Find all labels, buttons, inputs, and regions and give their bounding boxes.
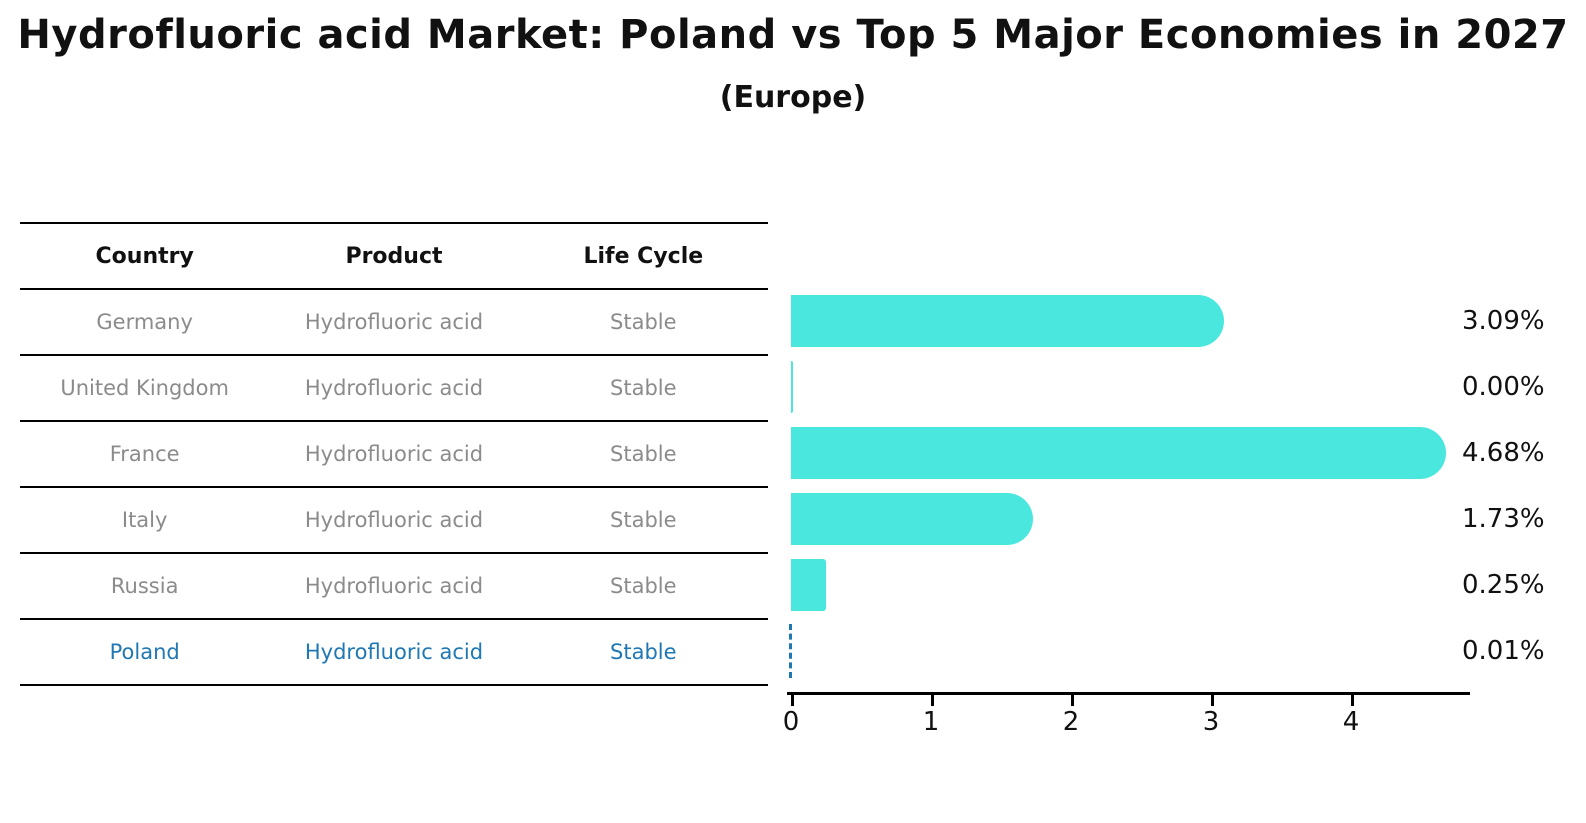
table-row-poland: Poland Hydrofluoric acid Stable (20, 620, 768, 686)
x-tick-label-3: 3 (1202, 707, 1220, 737)
cell-product: Hydrofluoric acid (304, 640, 484, 664)
cell-product: Hydrofluoric acid (304, 508, 484, 532)
x-tick-mark-4 (1351, 694, 1354, 706)
bar-russia (791, 559, 826, 611)
table-header-row: Country Product Life Cycle (20, 224, 768, 290)
bar-poland-dashed (789, 624, 792, 678)
column-header-country: Country (95, 243, 194, 269)
table-row-russia: Russia Hydrofluoric acid Stable (20, 554, 768, 620)
x-axis-line (787, 692, 1470, 695)
cell-life-cycle: Stable (610, 574, 677, 598)
x-tick-label-2: 2 (1062, 707, 1080, 737)
bar-germany (791, 295, 1224, 347)
cell-country: Russia (110, 574, 179, 598)
cell-life-cycle: Stable (610, 442, 677, 466)
x-tick-mark-1 (931, 694, 934, 706)
column-header-life-cycle: Life Cycle (583, 243, 704, 269)
comparison-table: Country Product Life Cycle Germany Hydrof… (20, 222, 768, 686)
cell-country: Italy (121, 508, 168, 532)
cell-country: United Kingdom (60, 376, 229, 400)
bar-italy (791, 493, 1033, 545)
cell-product: Hydrofluoric acid (304, 310, 484, 334)
cell-product: Hydrofluoric acid (304, 442, 484, 466)
cell-product: Hydrofluoric acid (304, 376, 484, 400)
value-label-poland: 0.01% (1462, 636, 1545, 666)
chart-title: Hydrofluoric acid Market: Poland vs Top … (17, 12, 1569, 58)
bar-france (791, 427, 1446, 479)
column-header-product: Product (345, 243, 443, 269)
table-row-italy: Italy Hydrofluoric acid Stable (20, 488, 768, 554)
x-tick-mark-0 (791, 694, 794, 706)
cell-life-cycle: Stable (610, 640, 677, 664)
cell-country: France (109, 442, 180, 466)
cell-product: Hydrofluoric acid (304, 574, 484, 598)
value-label-italy: 1.73% (1462, 504, 1545, 534)
x-tick-mark-2 (1071, 694, 1074, 706)
table-row-united-kingdom: United Kingdom Hydrofluoric acid Stable (20, 356, 768, 422)
table-row-germany: Germany Hydrofluoric acid Stable (20, 290, 768, 356)
value-label-united-kingdom: 0.00% (1462, 372, 1545, 402)
chart-subtitle: (Europe) (719, 80, 867, 115)
cell-life-cycle: Stable (610, 508, 677, 532)
cell-country: Germany (96, 310, 193, 334)
cell-country: Poland (109, 640, 180, 664)
value-label-germany: 3.09% (1462, 306, 1545, 336)
table-row-france: France Hydrofluoric acid Stable (20, 422, 768, 488)
x-tick-label-0: 0 (782, 707, 800, 737)
bar-united-kingdom (791, 361, 793, 413)
cell-life-cycle: Stable (610, 310, 677, 334)
value-label-france: 4.68% (1462, 438, 1545, 468)
x-tick-label-4: 4 (1342, 707, 1360, 737)
value-label-russia: 0.25% (1462, 570, 1545, 600)
x-tick-mark-3 (1211, 694, 1214, 706)
cell-life-cycle: Stable (610, 376, 677, 400)
x-tick-label-1: 1 (922, 707, 940, 737)
